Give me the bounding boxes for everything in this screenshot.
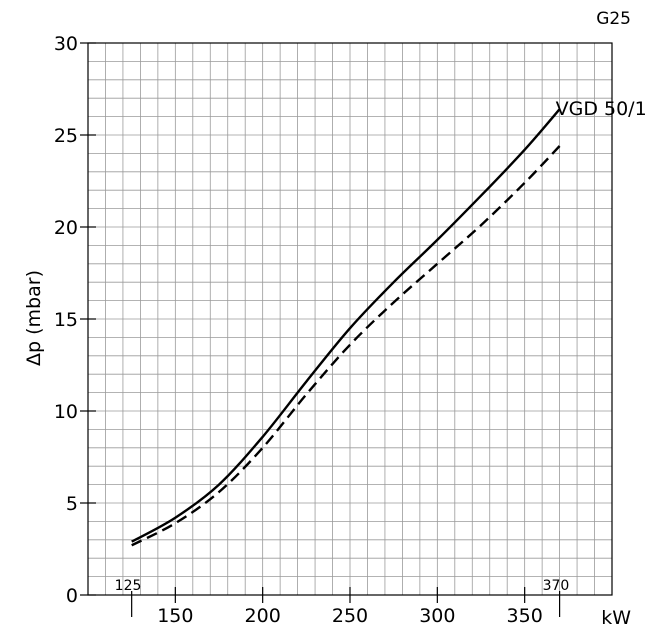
y-tick-label: 30 bbox=[54, 33, 78, 55]
chart-title: G25 bbox=[596, 9, 631, 29]
x-axis-label: kW bbox=[601, 607, 631, 629]
x-tick-label: 200 bbox=[245, 605, 281, 627]
y-tick-label: 10 bbox=[54, 401, 78, 423]
series-layer: VGD 50/1 bbox=[131, 98, 645, 547]
y-tick-label: 25 bbox=[54, 125, 78, 147]
x-tick-label: 350 bbox=[507, 605, 543, 627]
y-tick-label: 15 bbox=[54, 309, 78, 331]
range-marker-label: 125 bbox=[115, 578, 142, 594]
y-tick-label: 0 bbox=[66, 585, 78, 607]
x-tick-label: 250 bbox=[332, 605, 368, 627]
y-tick-label: 5 bbox=[66, 493, 78, 515]
x-tick-labels: 150 200 250 300 350 bbox=[157, 605, 543, 627]
series-label: VGD 50/1 bbox=[556, 98, 645, 120]
x-tick-label: 300 bbox=[419, 605, 455, 627]
series-line-solid bbox=[131, 108, 561, 543]
y-tick-labels: 0 5 10 15 20 25 30 bbox=[54, 33, 78, 607]
series-line-dashed bbox=[131, 145, 561, 547]
range-markers: 125 370 bbox=[115, 578, 570, 617]
y-tick-label: 20 bbox=[54, 217, 78, 239]
tick-marks bbox=[80, 42, 526, 603]
x-tick-label: 150 bbox=[157, 605, 193, 627]
range-marker-label: 370 bbox=[543, 578, 570, 594]
grid bbox=[88, 43, 612, 595]
y-axis-label: Δp (mbar) bbox=[23, 270, 45, 366]
